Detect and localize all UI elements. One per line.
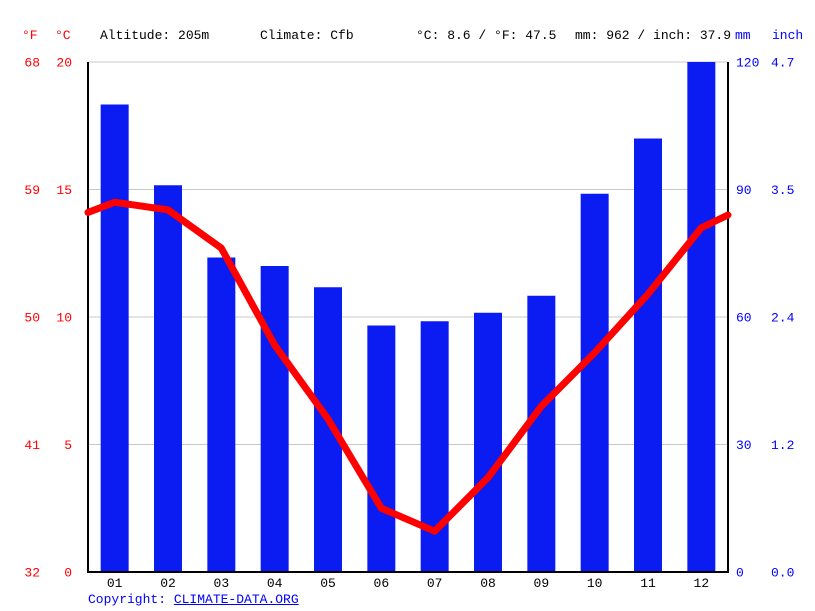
tick-label-fahrenheit: 59: [24, 183, 40, 198]
climate-type-label: Climate: Cfb: [260, 28, 354, 43]
month-label: 06: [374, 576, 390, 591]
copyright-prefix: Copyright:: [88, 592, 174, 607]
precip-bar: [154, 185, 182, 572]
precip-bar: [367, 325, 396, 572]
axis-unit-fahrenheit: °F: [22, 28, 38, 43]
copyright-link[interactable]: CLIMATE-DATA.ORG: [173, 592, 299, 607]
tick-label-fahrenheit: 41: [24, 438, 40, 453]
precip-bar: [527, 295, 556, 572]
tick-label-inch: 3.5: [771, 183, 794, 198]
precip-bar: [100, 104, 129, 572]
mean-temperature-label: °C: 8.6 / °F: 47.5: [416, 28, 557, 43]
tick-label-inch: 4.7: [771, 56, 794, 71]
copyright: Copyright: CLIMATE-DATA.ORG: [88, 592, 299, 607]
precip-bar: [260, 266, 289, 572]
tick-label-inch: 2.4: [771, 311, 795, 326]
total-precipitation-label: mm: 962 / inch: 37.9: [575, 28, 732, 43]
tick-label-mm: 0: [736, 566, 744, 581]
tick-label-inch: 0.0: [771, 566, 794, 581]
tick-label-fahrenheit: 50: [24, 311, 40, 326]
precip-bar: [634, 138, 662, 572]
month-label: 08: [480, 576, 496, 591]
precip-bar: [474, 312, 502, 572]
tick-label-inch: 1.2: [771, 438, 794, 453]
tick-label-celsius: 20: [56, 56, 72, 71]
month-label: 09: [534, 576, 550, 591]
month-label: 02: [160, 576, 176, 591]
tick-label-mm: 90: [736, 183, 752, 198]
tick-label-fahrenheit: 32: [24, 566, 40, 581]
month-label: 03: [214, 576, 230, 591]
tick-label-celsius: 0: [64, 566, 72, 581]
precip-bar: [687, 62, 716, 572]
tick-label-mm: 120: [736, 56, 759, 71]
tick-label-mm: 30: [736, 438, 752, 453]
month-label: 01: [107, 576, 123, 591]
tick-label-celsius: 10: [56, 311, 72, 326]
precip-bar: [580, 193, 609, 572]
month-label: 12: [694, 576, 710, 591]
tick-label-fahrenheit: 68: [24, 56, 40, 71]
month-label: 07: [427, 576, 443, 591]
month-label: 11: [640, 576, 656, 591]
temp-line: [84, 198, 732, 535]
month-label: 05: [320, 576, 336, 591]
tick-label-mm: 60: [736, 311, 752, 326]
axis-unit-inch: inch: [772, 28, 804, 43]
tick-label-celsius: 5: [64, 438, 72, 453]
axis-unit-celsius: °C: [55, 28, 71, 43]
month-label: 10: [587, 576, 603, 591]
precip-bar: [207, 257, 236, 572]
altitude-label: Altitude: 205m: [100, 28, 210, 43]
tick-label-celsius: 15: [56, 183, 72, 198]
month-label: 04: [267, 576, 283, 591]
axis-unit-mm: mm: [735, 28, 751, 43]
